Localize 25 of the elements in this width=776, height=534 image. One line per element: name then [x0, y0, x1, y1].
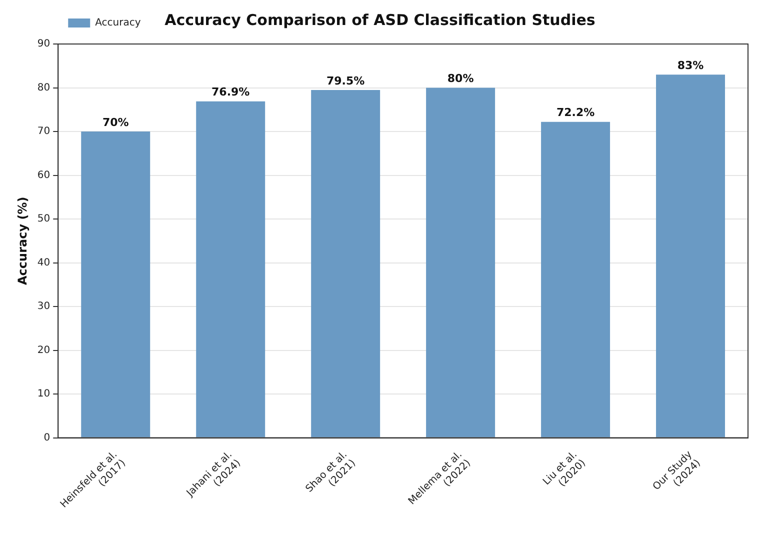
- y-tick-label: 20: [37, 344, 50, 356]
- y-tick-label: 30: [37, 301, 50, 312]
- y-tick-label: 80: [37, 82, 50, 94]
- y-tick-label: 60: [37, 170, 50, 181]
- y-tick-label: 70: [37, 126, 50, 138]
- y-tick-label: 10: [37, 388, 50, 400]
- chart-title: Accuracy Comparison of ASD Classification Studies: [164, 10, 596, 29]
- y-tick-label: 40: [37, 257, 50, 268]
- bar: [541, 122, 610, 438]
- y-tick-label: 0: [44, 432, 50, 444]
- bar: [311, 90, 380, 438]
- y-tick-label: 90: [37, 38, 50, 50]
- y-axis-title: Accuracy (%): [15, 196, 30, 285]
- data-label: 76.9%: [212, 86, 250, 99]
- data-label: 79.5%: [326, 74, 365, 88]
- bar: [426, 88, 496, 438]
- data-label: 72.2%: [556, 106, 595, 120]
- data-label: 70%: [102, 116, 129, 129]
- bar: [656, 74, 726, 438]
- legend-label: Accuracy: [95, 18, 141, 29]
- data-label: 83%: [677, 58, 704, 72]
- data-label: 80%: [447, 72, 474, 86]
- bar: [196, 101, 266, 438]
- y-tick-label: 50: [37, 214, 50, 225]
- bar: [81, 132, 150, 438]
